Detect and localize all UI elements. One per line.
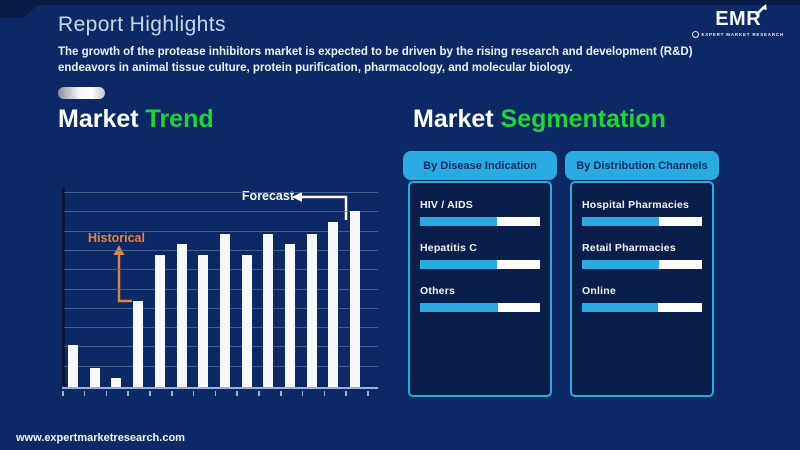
website-url[interactable]: www.expertmarketresearch.com xyxy=(16,432,185,444)
chart-x-tick xyxy=(83,391,86,396)
segment-progress-fill xyxy=(582,260,659,269)
emr-logo: EMR EXPERT MARKET RESEARCH xyxy=(692,4,784,38)
segmentation-panel: By Disease Indication HIV / AIDS Hepatit… xyxy=(403,151,557,397)
segmentation-panel: By Distribution Channels Hospital Pharma… xyxy=(565,151,719,397)
chart-bar xyxy=(89,367,100,387)
segment-item: Hospital Pharmacies xyxy=(582,199,702,226)
chart-bar xyxy=(219,233,230,387)
chart-x-tick xyxy=(301,391,304,396)
chart-x-tick xyxy=(367,391,369,396)
chart-x-tick xyxy=(171,391,173,396)
chart-bar xyxy=(285,244,295,387)
segment-item: Hepatitis C xyxy=(420,242,540,269)
chart-bar xyxy=(154,255,165,387)
segment-progress-fill xyxy=(582,303,658,312)
trend-chart: Historical Forecast xyxy=(62,187,378,396)
chart-gridline xyxy=(64,230,378,232)
chart-x-tick xyxy=(280,391,282,396)
chart-x-tick xyxy=(127,391,129,396)
segment-progress-fill xyxy=(420,260,497,269)
chart-gridline xyxy=(64,211,378,213)
chart-bar xyxy=(198,255,209,387)
emr-logo-text: EMR xyxy=(715,8,762,30)
chart-bar xyxy=(111,378,122,387)
chart-y-axis xyxy=(62,187,65,389)
corner-accent-shape xyxy=(0,0,44,18)
chart-x-tick xyxy=(214,391,217,396)
chart-bar xyxy=(306,233,317,387)
segment-progress-track xyxy=(582,260,702,269)
segment-progress-track xyxy=(582,217,702,226)
chart-bar xyxy=(133,300,144,387)
heading-word-segmentation: Segmentation xyxy=(500,105,666,133)
segment-progress-fill xyxy=(420,303,498,312)
segment-label: Others xyxy=(420,285,456,297)
intro-paragraph: The growth of the protease inhibitors ma… xyxy=(58,45,758,76)
chart-bar xyxy=(68,344,78,387)
segment-progress-fill xyxy=(420,217,497,226)
chart-x-tick xyxy=(258,391,260,396)
heading-word-market: Market xyxy=(58,105,139,133)
chart-bar xyxy=(241,255,252,387)
intro-line-1: The growth of the protease inhibitors ma… xyxy=(58,46,693,58)
chart-bar xyxy=(176,244,187,387)
segment-item: HIV / AIDS xyxy=(420,199,540,226)
segmentation-panels-row: By Disease Indication HIV / AIDS Hepatit… xyxy=(403,151,719,397)
market-segmentation-heading: Market Segmentation xyxy=(413,105,666,134)
heading-word-trend: Trend xyxy=(145,105,214,133)
chart-x-axis xyxy=(62,387,378,389)
chart-x-tick xyxy=(149,391,151,396)
logo-tagline: EXPERT MARKET RESEARCH xyxy=(701,32,784,37)
chart-x-tick xyxy=(236,391,238,396)
logo-growth-arrow-icon xyxy=(755,4,767,16)
segment-progress-track xyxy=(582,303,702,312)
chart-gridline xyxy=(64,192,378,193)
segment-progress-track xyxy=(420,303,540,312)
segment-item: Retail Pharmacies xyxy=(582,242,702,269)
segment-label: Online xyxy=(582,285,616,297)
chart-bar xyxy=(263,233,274,387)
segment-progress-track xyxy=(420,260,540,269)
page-title: Report Highlights xyxy=(58,13,226,36)
segment-label: Retail Pharmacies xyxy=(582,242,676,254)
segment-item: Others xyxy=(420,285,540,312)
intro-line-2: endeavors in animal tissue culture, prot… xyxy=(58,61,573,74)
market-trend-heading: Market Trend xyxy=(58,105,214,134)
segment-item: Online xyxy=(582,285,702,312)
segment-label: HIV / AIDS xyxy=(420,199,473,211)
logo-circle-icon xyxy=(692,31,700,38)
panel-header: By Disease Indication xyxy=(403,151,557,180)
pill-divider xyxy=(58,87,105,99)
panel-header: By Distribution Channels xyxy=(565,151,719,180)
chart-x-tick xyxy=(62,391,64,396)
chart-bar xyxy=(328,221,339,387)
segment-progress-track xyxy=(420,217,540,226)
chart-x-tick xyxy=(192,391,195,396)
panel-body: HIV / AIDS Hepatitis C Others xyxy=(408,181,552,397)
chart-x-tick xyxy=(345,391,347,396)
top-accent-strip xyxy=(0,0,800,5)
segment-label: Hospital Pharmacies xyxy=(582,199,690,211)
heading-word-market: Market xyxy=(413,105,494,133)
chart-bar xyxy=(350,211,361,387)
chart-x-tick xyxy=(323,391,326,396)
segment-progress-fill xyxy=(582,217,659,226)
historical-label: Historical xyxy=(88,231,145,245)
chart-x-tick xyxy=(105,391,108,396)
panel-body: Hospital Pharmacies Retail Pharmacies On… xyxy=(570,181,714,397)
segment-label: Hepatitis C xyxy=(420,242,478,254)
